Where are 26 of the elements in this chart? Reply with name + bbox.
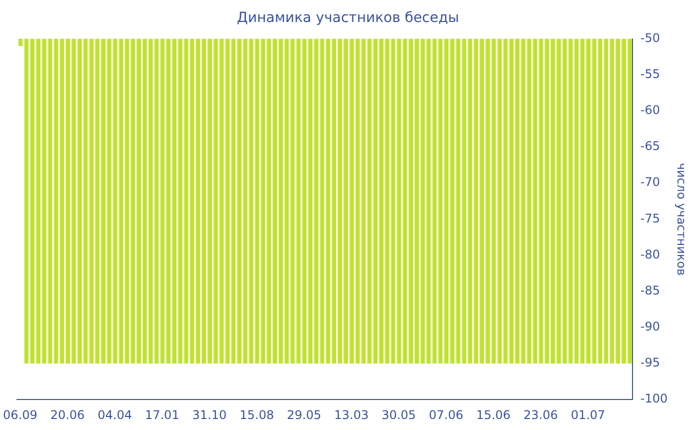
x-tick-label: 15.06 <box>476 408 511 422</box>
x-tick-label: 30.05 <box>382 408 416 422</box>
y-tick-label: -90 <box>640 320 660 334</box>
y-tick-label: -55 <box>640 67 660 82</box>
y-tick-label: -100 <box>640 392 668 406</box>
x-tick-label: 15.08 <box>240 408 274 422</box>
x-tick-label: 13.03 <box>334 408 369 422</box>
x-tick-label: 20.06 <box>50 408 85 422</box>
chart-title: Динамика участников беседы <box>236 10 460 26</box>
x-tick-label: 06.09 <box>3 408 38 422</box>
y-tick-label: -60 <box>640 103 660 118</box>
y-axis-title: число участников <box>674 162 689 276</box>
y-tick-label: -95 <box>640 356 660 370</box>
x-tick-label: 04.04 <box>98 408 132 422</box>
y-tick-label: -50 <box>640 30 660 45</box>
y-tick-label: -75 <box>640 211 660 226</box>
x-tick-label: 31.10 <box>192 408 227 422</box>
y-tick-label: -65 <box>640 139 660 154</box>
x-tick-label: 07.06 <box>428 408 464 422</box>
y-tick-label: -85 <box>640 283 660 298</box>
x-tick-label: 29.05 <box>286 408 322 422</box>
x-tick-label: 17.01 <box>144 408 180 422</box>
x-tick-label: 01.07 <box>570 408 606 422</box>
y-tick-label: -80 <box>640 247 660 262</box>
y-tick-label: -70 <box>640 175 660 190</box>
x-tick-label: 23.06 <box>524 408 558 422</box>
